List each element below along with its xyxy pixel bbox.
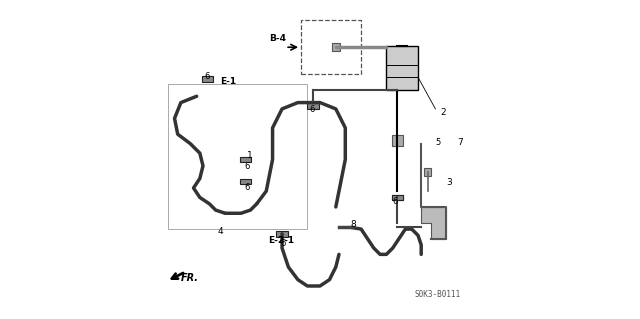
- Bar: [202, 76, 213, 82]
- Text: 1: 1: [247, 151, 253, 160]
- Bar: [307, 103, 319, 108]
- Bar: [392, 195, 403, 200]
- Text: 6: 6: [280, 240, 286, 249]
- Text: S0K3-B0111: S0K3-B0111: [415, 290, 461, 299]
- Text: 6: 6: [309, 105, 314, 114]
- Bar: [332, 43, 340, 51]
- Text: E-2-1: E-2-1: [268, 236, 294, 245]
- Text: B-4: B-4: [269, 34, 286, 43]
- Text: 4: 4: [217, 227, 223, 236]
- Bar: [387, 46, 418, 90]
- Bar: [240, 157, 252, 162]
- Text: 6: 6: [205, 72, 210, 81]
- Bar: [168, 84, 307, 229]
- Text: 2: 2: [440, 108, 446, 117]
- Text: 8: 8: [350, 220, 356, 229]
- Bar: [392, 136, 403, 145]
- Text: FR.: FR.: [181, 273, 199, 283]
- Text: 6: 6: [244, 182, 250, 191]
- Bar: [240, 179, 252, 184]
- Bar: [392, 195, 403, 200]
- Bar: [301, 20, 361, 74]
- Text: E-1: E-1: [220, 77, 237, 85]
- Text: 6: 6: [393, 197, 398, 206]
- Bar: [276, 231, 288, 237]
- Text: 7: 7: [458, 138, 463, 147]
- Text: 3: 3: [447, 178, 452, 187]
- Text: 6: 6: [244, 162, 250, 171]
- Polygon shape: [421, 207, 447, 239]
- Text: 5: 5: [435, 138, 441, 147]
- Bar: [424, 168, 431, 176]
